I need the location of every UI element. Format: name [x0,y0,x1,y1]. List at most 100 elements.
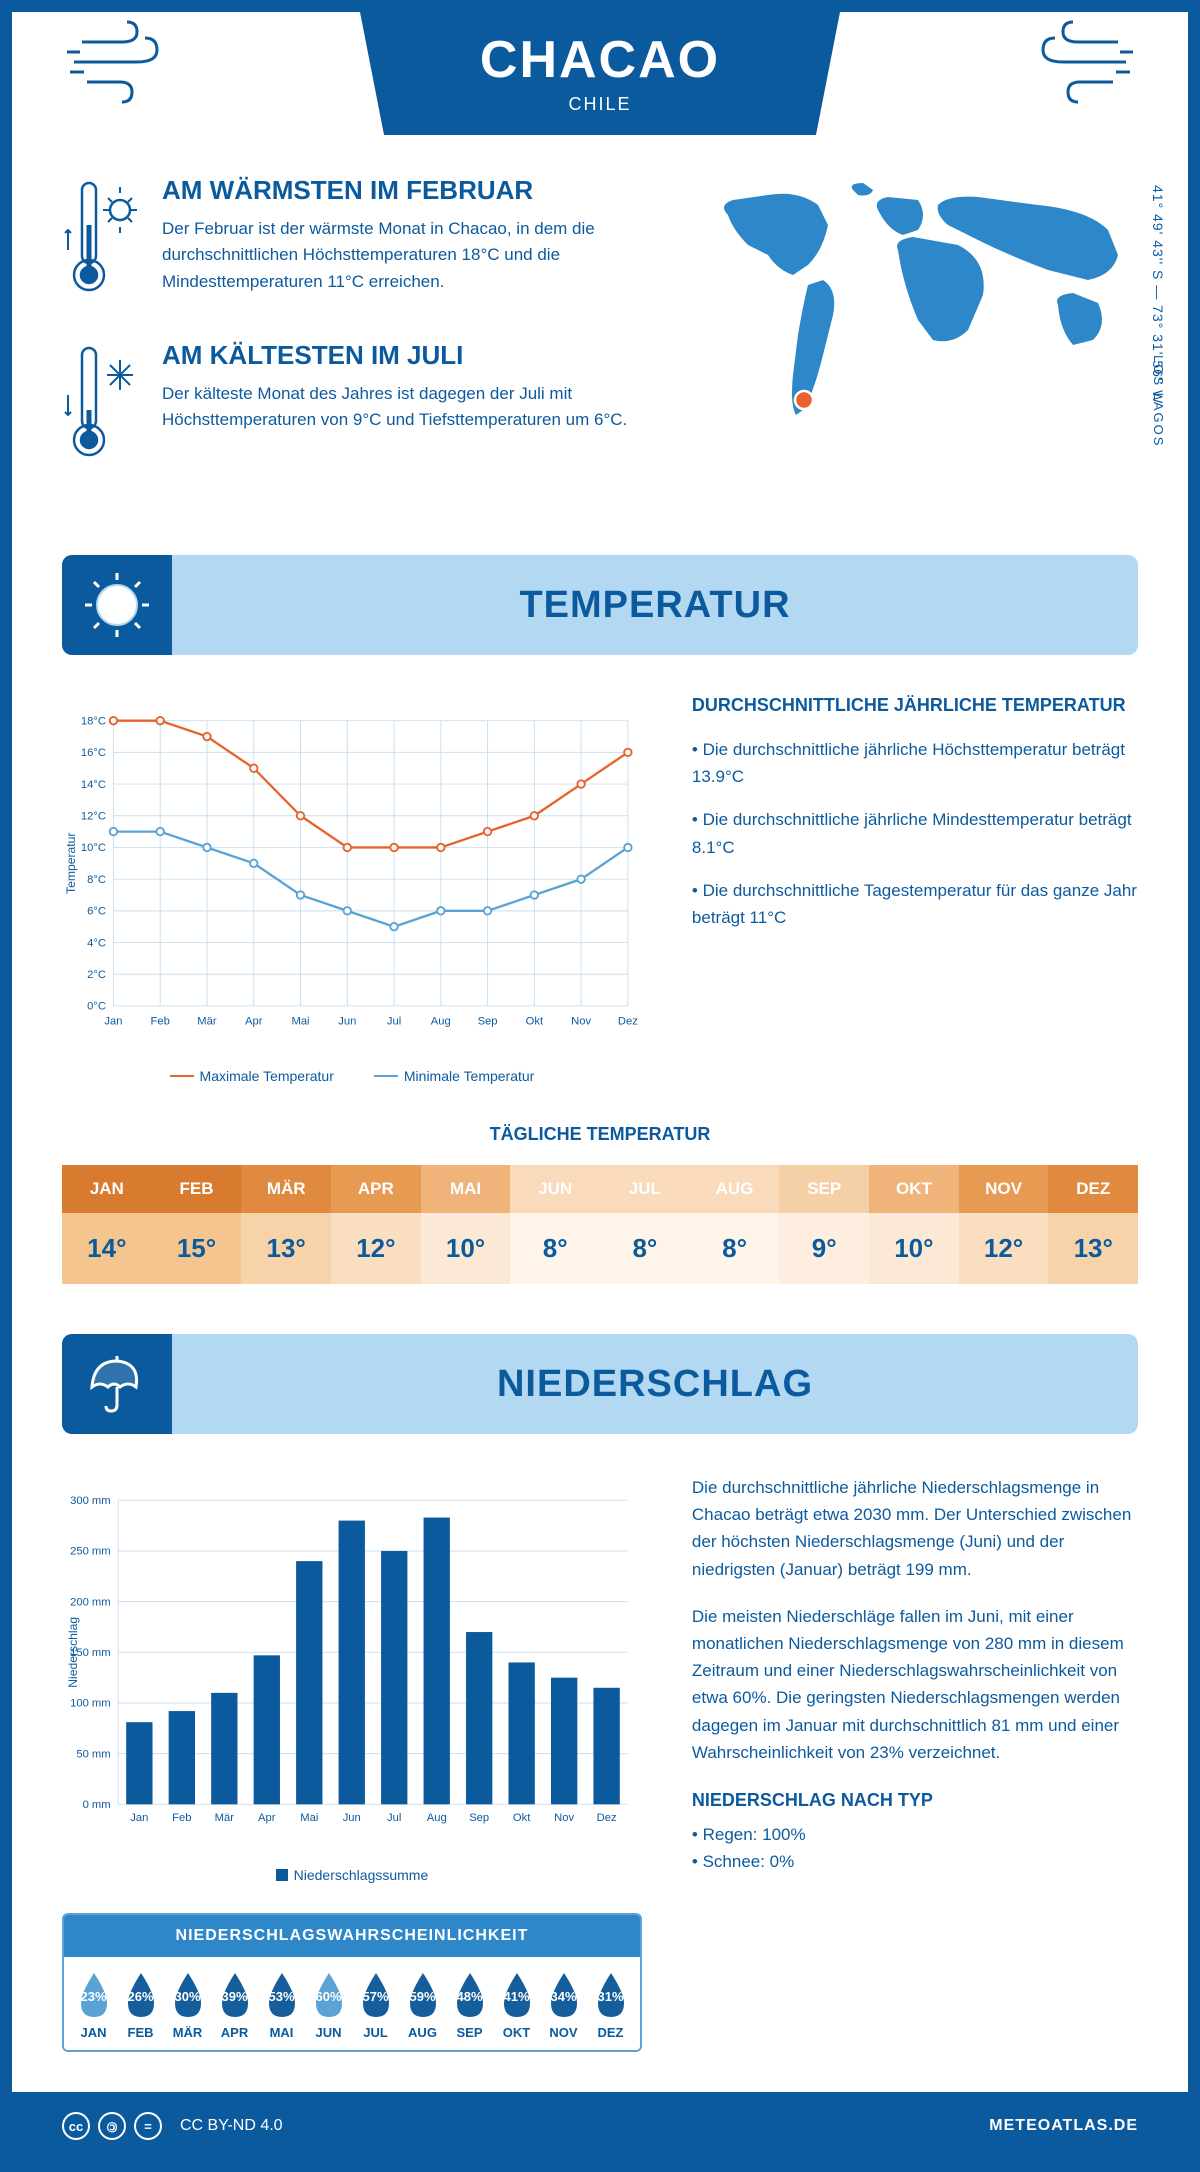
svg-text:8°C: 8°C [87,874,106,886]
svg-text:14°C: 14°C [81,779,106,791]
temp-info-item: • Die durchschnittliche jährliche Mindes… [692,806,1138,860]
daily-col: MAI10° [421,1165,511,1284]
license-text: CC BY-ND 4.0 [180,2117,283,2135]
daily-temp-value: 8° [510,1213,600,1284]
raindrop-icon: 23% [75,1971,113,2019]
daily-month-header: DEZ [1048,1165,1138,1213]
daily-month-header: FEB [152,1165,242,1213]
cc-license-icons: cc🄯= CC BY-ND 4.0 [62,2112,283,2140]
temp-info-title: DURCHSCHNITTLICHE JÄHRLICHE TEMPERATUR [692,695,1138,716]
precipitation-probability-box: NIEDERSCHLAGSWAHRSCHEINLICHKEIT 23%JAN26… [62,1913,642,2052]
raindrop-icon: 60% [310,1971,348,2019]
daily-month-header: NOV [959,1165,1049,1213]
prob-month-label: OKT [493,2025,540,2040]
svg-text:18°C: 18°C [81,715,106,727]
raindrop-icon: 41% [498,1971,536,2019]
prob-month-label: FEB [117,2025,164,2040]
prob-month-label: MÄR [164,2025,211,2040]
svg-text:Mai: Mai [300,1812,318,1824]
raindrop-icon: 39% [216,1971,254,2019]
daily-col: JUN8° [510,1165,600,1284]
precipitation-section-header: NIEDERSCHLAG [62,1334,1138,1434]
svg-text:Niederschlag: Niederschlag [66,1617,80,1688]
daily-temp-value: 10° [421,1213,511,1284]
svg-text:Dez: Dez [618,1016,638,1028]
daily-temp-value: 8° [600,1213,690,1284]
daily-month-header: MÄR [241,1165,331,1213]
prob-cell: 53% MAI [258,1971,305,2040]
temp-info-item: • Die durchschnittliche jährliche Höchst… [692,736,1138,790]
prob-cell: 59%AUG [399,1971,446,2040]
daily-month-header: JUN [510,1165,600,1213]
svg-text:250 mm: 250 mm [70,1546,111,1558]
coldest-block: AM KÄLTESTEN IM JULI Der kälteste Monat … [62,340,638,475]
raindrop-icon: 57% [357,1971,395,2019]
coldest-title: AM KÄLTESTEN IM JULI [162,340,638,371]
svg-text:Aug: Aug [427,1812,447,1824]
prob-month-label: JUN [305,2025,352,2040]
precip-rain: • Regen: 100% [692,1821,1138,1848]
thermometer-hot-icon [62,175,142,310]
svg-text:Mär: Mär [197,1016,217,1028]
wind-icon-right [1018,12,1138,112]
prob-cell: 57% JUL [352,1971,399,2040]
warmest-text: Der Februar ist der wärmste Monat in Cha… [162,216,638,295]
daily-temp-value: 9° [779,1213,869,1284]
prob-cell: 31%DEZ [587,1971,634,2040]
precip-type-title: NIEDERSCHLAG NACH TYP [692,1786,1138,1815]
prob-cell: 23%JAN [70,1971,117,2040]
svg-text:2°C: 2°C [87,969,106,981]
svg-text:Jun: Jun [338,1016,356,1028]
daily-temp-value: 14° [62,1213,152,1284]
daily-month-header: OKT [869,1165,959,1213]
coldest-text: Der kälteste Monat des Jahres ist dagege… [162,381,638,434]
prob-month-label: AUG [399,2025,446,2040]
svg-text:Dez: Dez [597,1812,617,1824]
svg-text:Mär: Mär [215,1812,235,1824]
prob-month-label: DEZ [587,2025,634,2040]
daily-col: SEP9° [779,1165,869,1284]
svg-text:Apr: Apr [258,1812,276,1824]
svg-text:Feb: Feb [151,1016,170,1028]
daily-temp-value: 12° [959,1213,1049,1284]
raindrop-icon: 53% [263,1971,301,2019]
daily-temp-value: 10° [869,1213,959,1284]
prob-month-label: JUL [352,2025,399,2040]
region-label: LOS LAGOS [1151,355,1166,447]
precip-para-2: Die meisten Niederschläge fallen im Juni… [692,1603,1138,1766]
svg-text:12°C: 12°C [81,811,106,823]
svg-text:Feb: Feb [172,1812,191,1824]
warmest-block: AM WÄRMSTEN IM FEBRUAR Der Februar ist d… [62,175,638,310]
daily-month-header: AUG [690,1165,780,1213]
prob-cell: 60% JUN [305,1971,352,2040]
svg-text:Nov: Nov [554,1812,574,1824]
temperature-line-chart: 0°C2°C4°C6°C8°C10°C12°C14°C16°C18°CJanFe… [62,695,642,1055]
city-name: CHACAO [360,30,840,90]
daily-temp-value: 8° [690,1213,780,1284]
daily-month-header: JAN [62,1165,152,1213]
daily-col: AUG8° [690,1165,780,1284]
precip-section-title: NIEDERSCHLAG [172,1363,1138,1406]
prob-cell: 41% OKT [493,1971,540,2040]
daily-col: JAN14° [62,1165,152,1284]
daily-month-header: JUL [600,1165,690,1213]
svg-text:0 mm: 0 mm [83,1799,111,1811]
header-banner: CHACAO CHILE [360,12,840,135]
prob-month-label: MAI [258,2025,305,2040]
footer: cc🄯= CC BY-ND 4.0 METEOATLAS.DE [12,2092,1188,2160]
prob-month-label: NOV [540,2025,587,2040]
temp-chart-legend: Maximale Temperatur Minimale Temperatur [62,1068,642,1084]
svg-text:Sep: Sep [469,1812,489,1824]
legend-min-label: Minimale Temperatur [404,1068,534,1084]
svg-text:Jul: Jul [387,1016,401,1028]
svg-text:300 mm: 300 mm [70,1495,111,1507]
daily-col: DEZ13° [1048,1165,1138,1284]
svg-text:Mai: Mai [291,1016,309,1028]
svg-text:Jan: Jan [130,1812,148,1824]
daily-temp-title: TÄGLICHE TEMPERATUR [62,1124,1138,1145]
svg-text:Temperatur: Temperatur [64,833,78,894]
svg-text:200 mm: 200 mm [70,1596,111,1608]
daily-temperature-table: JAN14°FEB15°MÄR13°APR12°MAI10°JUN8°JUL8°… [62,1165,1138,1284]
precip-para-1: Die durchschnittliche jährliche Niedersc… [692,1474,1138,1583]
world-map: 41° 49' 43'' S — 73° 31' 56'' W LOS LAGO… [678,175,1138,505]
